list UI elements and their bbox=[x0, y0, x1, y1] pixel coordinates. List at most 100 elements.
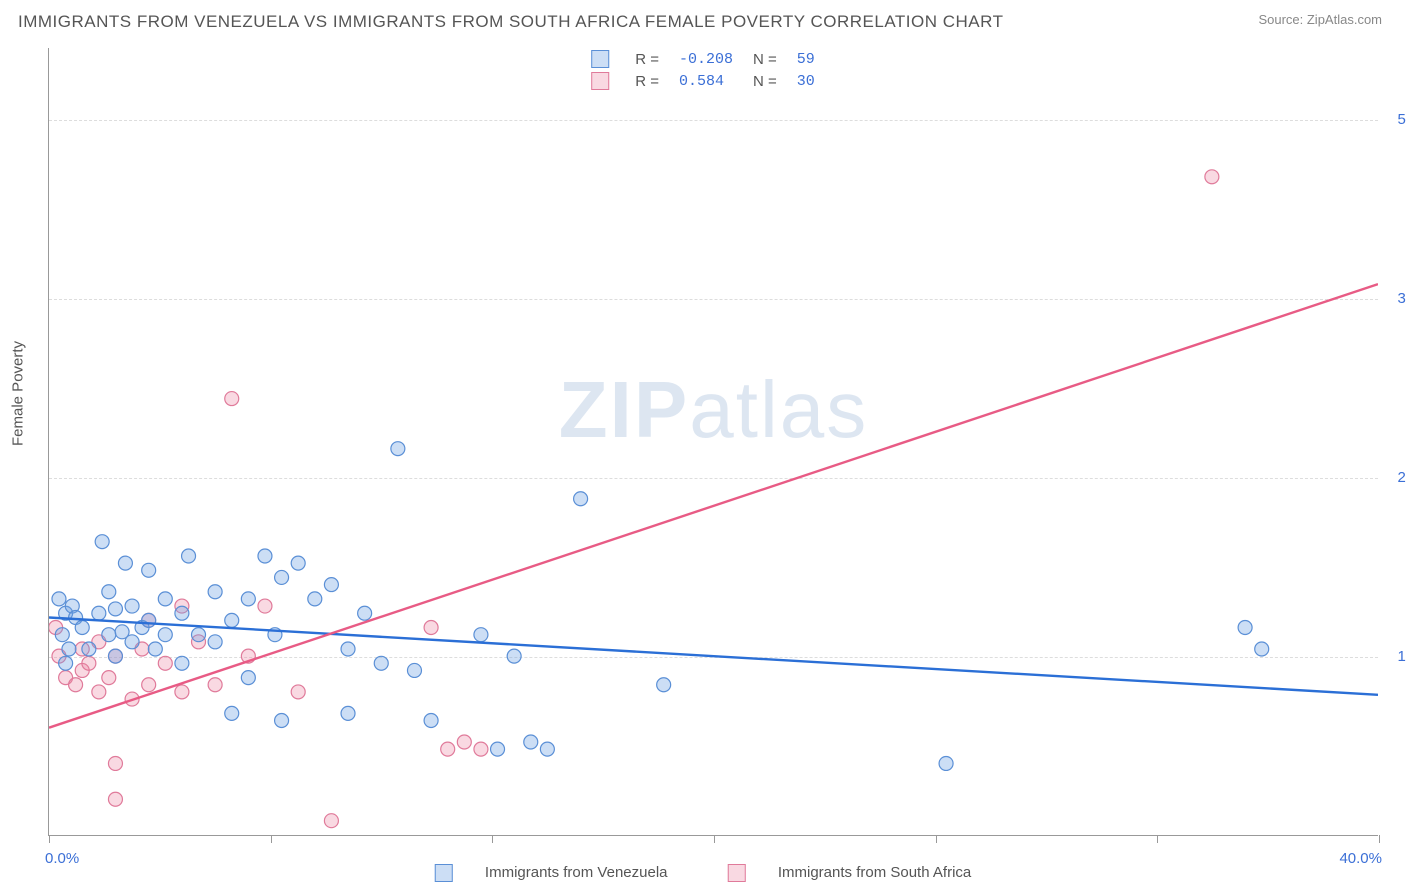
data-point bbox=[491, 742, 505, 756]
y-axis-label: Female Poverty bbox=[10, 341, 27, 446]
correlation-table: R = -0.208 N = 59 R = 0.584 N = 30 bbox=[581, 48, 825, 92]
y-tick-label: 12.5% bbox=[1397, 648, 1406, 665]
data-point bbox=[225, 706, 239, 720]
data-point bbox=[1255, 642, 1269, 656]
swatch-southafrica bbox=[728, 864, 746, 882]
n-value: 59 bbox=[787, 48, 825, 70]
data-point bbox=[62, 642, 76, 656]
x-tick bbox=[936, 835, 937, 843]
series-legend: Immigrants from Venezuela Immigrants fro… bbox=[407, 864, 1000, 882]
data-point bbox=[657, 678, 671, 692]
n-label: N = bbox=[743, 70, 787, 92]
legend-item: Immigrants from South Africa bbox=[714, 864, 986, 881]
correlation-row: R = 0.584 N = 30 bbox=[581, 70, 825, 92]
r-label: R = bbox=[625, 70, 669, 92]
data-point bbox=[424, 714, 438, 728]
swatch-venezuela bbox=[435, 864, 453, 882]
legend-label: Immigrants from South Africa bbox=[778, 864, 971, 881]
x-tick bbox=[49, 835, 50, 843]
data-point bbox=[158, 628, 172, 642]
data-point bbox=[208, 678, 222, 692]
x-tick bbox=[714, 835, 715, 843]
data-point bbox=[457, 735, 471, 749]
legend-item: Immigrants from Venezuela bbox=[421, 864, 686, 881]
data-point bbox=[258, 599, 272, 613]
x-tick bbox=[271, 835, 272, 843]
data-point bbox=[391, 442, 405, 456]
data-point bbox=[275, 570, 289, 584]
n-value: 30 bbox=[787, 70, 825, 92]
data-point bbox=[341, 642, 355, 656]
data-point bbox=[358, 606, 372, 620]
x-tick bbox=[1379, 835, 1380, 843]
data-point bbox=[308, 592, 322, 606]
data-point bbox=[75, 621, 89, 635]
data-point bbox=[95, 535, 109, 549]
data-point bbox=[341, 706, 355, 720]
data-point bbox=[258, 549, 272, 563]
data-point bbox=[324, 814, 338, 828]
data-point bbox=[108, 756, 122, 770]
correlation-legend: R = -0.208 N = 59 R = 0.584 N = 30 bbox=[581, 48, 825, 92]
data-point bbox=[225, 392, 239, 406]
data-point bbox=[939, 756, 953, 770]
r-label: R = bbox=[625, 48, 669, 70]
data-point bbox=[108, 792, 122, 806]
data-point bbox=[574, 492, 588, 506]
data-point bbox=[1205, 170, 1219, 184]
data-point bbox=[125, 635, 139, 649]
data-point bbox=[92, 606, 106, 620]
y-tick-label: 25.0% bbox=[1397, 469, 1406, 486]
data-point bbox=[1238, 621, 1252, 635]
data-point bbox=[192, 628, 206, 642]
x-tick-label-left: 0.0% bbox=[45, 850, 79, 867]
regression-line bbox=[49, 284, 1378, 728]
data-point bbox=[474, 742, 488, 756]
data-point bbox=[175, 685, 189, 699]
data-point bbox=[142, 613, 156, 627]
data-point bbox=[69, 678, 83, 692]
data-point bbox=[175, 606, 189, 620]
data-point bbox=[102, 671, 116, 685]
chart-svg bbox=[49, 48, 1378, 835]
data-point bbox=[102, 585, 116, 599]
legend-label: Immigrants from Venezuela bbox=[485, 864, 668, 881]
n-label: N = bbox=[743, 48, 787, 70]
data-point bbox=[324, 578, 338, 592]
r-value: -0.208 bbox=[669, 48, 743, 70]
data-point bbox=[55, 628, 69, 642]
data-point bbox=[374, 656, 388, 670]
data-point bbox=[148, 642, 162, 656]
data-point bbox=[441, 742, 455, 756]
data-point bbox=[291, 556, 305, 570]
data-point bbox=[142, 563, 156, 577]
data-point bbox=[407, 663, 421, 677]
data-point bbox=[241, 592, 255, 606]
data-point bbox=[82, 642, 96, 656]
x-tick-label-right: 40.0% bbox=[1339, 850, 1382, 867]
data-point bbox=[82, 656, 96, 670]
data-point bbox=[474, 628, 488, 642]
chart-title: IMMIGRANTS FROM VENEZUELA VS IMMIGRANTS … bbox=[18, 12, 1003, 32]
data-point bbox=[208, 635, 222, 649]
swatch-southafrica bbox=[591, 72, 609, 90]
data-point bbox=[291, 685, 305, 699]
data-point bbox=[507, 649, 521, 663]
x-tick bbox=[492, 835, 493, 843]
swatch-venezuela bbox=[591, 50, 609, 68]
plot-area: ZIPatlas 12.5%25.0%37.5%50.0%0.0%40.0% bbox=[48, 48, 1378, 836]
x-tick bbox=[1157, 835, 1158, 843]
data-point bbox=[158, 592, 172, 606]
data-point bbox=[275, 714, 289, 728]
data-point bbox=[424, 621, 438, 635]
data-point bbox=[225, 613, 239, 627]
source-attribution: Source: ZipAtlas.com bbox=[1258, 12, 1382, 27]
data-point bbox=[540, 742, 554, 756]
data-point bbox=[108, 649, 122, 663]
data-point bbox=[524, 735, 538, 749]
data-point bbox=[241, 671, 255, 685]
y-tick-label: 37.5% bbox=[1397, 290, 1406, 307]
data-point bbox=[118, 556, 132, 570]
data-point bbox=[158, 656, 172, 670]
data-point bbox=[92, 685, 106, 699]
